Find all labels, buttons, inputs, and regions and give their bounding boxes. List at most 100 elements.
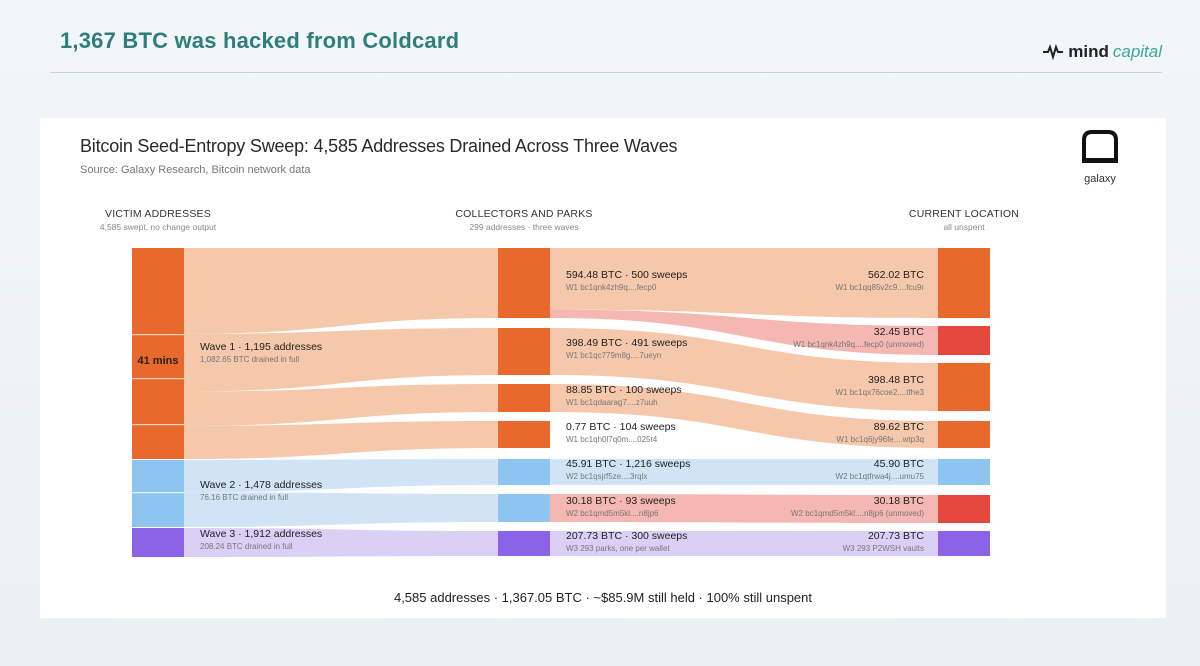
destination-label-6-title: 30.18 BTC <box>873 495 924 507</box>
collector-label-7-subtitle: W3 293 parks, one per wallet <box>566 544 670 553</box>
wave-label-1: Wave 1 · 1,195 addresses 1,082.65 BTC dra… <box>200 341 322 364</box>
collector-label-5-title: 45.91 BTC · 1,216 sweeps <box>566 458 691 470</box>
victim-node-w3 <box>132 528 184 557</box>
brand-accent: capital <box>1112 42 1162 61</box>
flow-collector-to-destination-8 <box>550 531 938 556</box>
collector-node-7 <box>498 531 550 556</box>
victims-title: VICTIM ADDRESSES <box>105 208 211 220</box>
flow-victims-to-collector-7 <box>184 528 498 557</box>
destination-node-5 <box>938 459 990 485</box>
destination-label-4-subtitle: W1 bc1q6jy96fe....wtp3q <box>836 435 924 444</box>
collector-label-2: 398.49 BTC · 491 sweeps W1 bc1qc779m8g...… <box>566 337 687 360</box>
victim-node-w2 <box>132 460 184 527</box>
collectors-title: COLLECTORS AND PARKS <box>455 208 593 220</box>
destination-label-7-title: 207.73 BTC <box>867 530 924 542</box>
collector-label-1: 594.48 BTC · 500 sweeps W1 bc1qnk4zh9q...… <box>566 269 687 292</box>
sankey-diagram <box>132 248 990 557</box>
wave-label-1-subtitle: 1,082.65 BTC drained in full <box>200 355 300 364</box>
victim-node-separator <box>132 334 184 336</box>
collector-label-5: 45.91 BTC · 1,216 sweeps W2 bc1qsjrf5ze..… <box>566 458 690 481</box>
brand-name: mind <box>1068 42 1109 61</box>
collector-label-3: 88.85 BTC · 100 sweeps W1 bc1qdaarag7....… <box>566 384 682 407</box>
collector-label-4-title: 0.77 BTC · 104 sweeps <box>566 421 676 433</box>
collector-label-6: 30.18 BTC · 93 sweeps W2 bc1qmd5m5kl....n… <box>566 495 676 518</box>
mindcapital-logo: mind capital <box>1042 42 1162 62</box>
destination-node-3 <box>938 363 990 411</box>
victim-node-separator <box>132 492 184 494</box>
wave-label-3: Wave 3 · 1,912 addresses 208.24 BTC drain… <box>200 528 322 551</box>
wave-label-1-title: Wave 1 · 1,195 addresses <box>200 341 323 353</box>
collector-label-1-subtitle: W1 bc1qnk4zh9q....fecp0 <box>566 283 657 292</box>
flow-victims-to-collector-3 <box>184 384 498 426</box>
chart-source: Source: Galaxy Research, Bitcoin network… <box>80 164 311 176</box>
wave-label-3-subtitle: 208.24 BTC drained in full <box>200 542 293 551</box>
victim-node-separator <box>132 378 184 380</box>
flow-collector-to-destination-6 <box>550 459 938 485</box>
collector-node-2 <box>498 328 550 375</box>
destination-label-3-title: 398.48 BTC <box>867 374 924 386</box>
victim-node-separator <box>132 424 184 426</box>
flow-collector-to-destination-2 <box>550 309 938 355</box>
victims-column-header: VICTIM ADDRESSES 4,585 swept, no change … <box>48 208 268 232</box>
destination-label-7: 207.73 BTC W3 293 P2WSH vaults <box>843 530 924 553</box>
collector-label-4-subtitle: W1 bc1qh0l7q0m....025t4 <box>566 435 658 444</box>
destination-label-5: 45.90 BTC W2 bc1qtfrwa4j....umu75 <box>836 458 924 481</box>
destination-node-2 <box>938 326 990 355</box>
destination-label-4: 89.62 BTC W1 bc1q6jy96fe....wtp3q <box>836 421 924 444</box>
chart-footer: 4,585 addresses · 1,367.05 BTC · ~$85.9M… <box>393 590 813 605</box>
location-column-header: CURRENT LOCATION all unspent <box>854 208 1074 232</box>
collector-node-5 <box>498 459 550 485</box>
destination-label-6-subtitle: W2 bc1qmd5m5kl....n8jp6 (unmoved) <box>791 509 924 518</box>
location-subtitle: all unspent <box>943 222 985 232</box>
collectors-subtitle: 299 addresses · three waves <box>469 222 579 232</box>
destination-label-1-subtitle: W1 bc1qq85v2c9....fcu9r <box>835 283 925 292</box>
wave-label-2-subtitle: 76.16 BTC drained in full <box>200 493 289 502</box>
flow-victims-to-collector-4 <box>184 421 498 459</box>
galaxy-label: galaxy <box>1084 173 1116 185</box>
collector-label-3-title: 88.85 BTC · 100 sweeps <box>566 384 682 396</box>
victim-node-wave1 <box>132 248 184 459</box>
destination-label-1: 562.02 BTC W1 bc1qq85v2c9....fcu9r <box>836 269 925 292</box>
destination-label-5-title: 45.90 BTC <box>873 458 924 470</box>
destination-label-7-subtitle: W3 293 P2WSH vaults <box>842 544 924 553</box>
collector-node-6 <box>498 494 550 522</box>
destination-label-5-subtitle: W2 bc1qtfrwa4j....umu75 <box>835 472 924 481</box>
destination-label-2: 32.45 BTC W1 bc1qnk4zh9q....fecp0 (unmove… <box>793 326 924 349</box>
galaxy-logo: galaxy <box>1070 128 1130 185</box>
wave-label-3-title: Wave 3 · 1,912 addresses <box>200 528 323 540</box>
flow-collector-to-destination-3 <box>550 328 938 411</box>
flow-collector-to-destination-7 <box>550 494 938 523</box>
collector-label-6-title: 30.18 BTC · 93 sweeps <box>566 495 676 507</box>
flow-collector-to-destination-4 <box>550 384 938 448</box>
collector-label-2-subtitle: W1 bc1qc779m8g....7ueyn <box>566 351 662 360</box>
collector-label-1-title: 594.48 BTC · 500 sweeps <box>566 269 688 281</box>
destination-node-7 <box>938 531 990 556</box>
collector-label-6-subtitle: W2 bc1qmd5m5kl....n8jp6 <box>566 509 659 518</box>
destination-label-1-title: 562.02 BTC <box>867 269 924 281</box>
destination-node-4 <box>938 421 990 448</box>
galaxy-mark-icon <box>1082 130 1118 163</box>
flow-victims-to-collector-1 <box>184 248 498 334</box>
destination-label-4-title: 89.62 BTC <box>873 421 924 433</box>
collector-node-1 <box>498 248 550 318</box>
chart-card: Bitcoin Seed-Entropy Sweep: 4,585 Addres… <box>40 118 1166 618</box>
flow-victims-to-collector-2 <box>184 328 498 392</box>
wave1-duration-label: 41 mins <box>137 355 179 367</box>
collectors-column-header: COLLECTORS AND PARKS 299 addresses · thr… <box>414 208 634 232</box>
header-divider <box>50 72 1162 73</box>
headline: 1,367 BTC was hacked from Coldcard <box>60 28 460 53</box>
collector-node-4 <box>498 421 550 448</box>
victims-subtitle: 4,585 swept, no change output <box>99 222 217 232</box>
destination-label-3-subtitle: W1 bc1qx76coe2....tfhe3 <box>835 388 925 397</box>
wave-label-2-title: Wave 2 · 1,478 addresses <box>200 479 323 491</box>
collector-label-4: 0.77 BTC · 104 sweeps W1 bc1qh0l7q0m....0… <box>566 421 676 444</box>
flow-victims-to-collector-5 <box>184 459 498 493</box>
collector-label-3-subtitle: W1 bc1qdaarag7....z7uuh <box>566 398 658 407</box>
destination-label-2-title: 32.45 BTC <box>873 326 924 338</box>
destination-label-3: 398.48 BTC W1 bc1qx76coe2....tfhe3 <box>836 374 925 397</box>
destination-label-2-subtitle: W1 bc1qnk4zh9q....fecp0 (unmoved) <box>793 340 924 349</box>
brand-mark-icon <box>1043 44 1064 60</box>
collector-label-2-title: 398.49 BTC · 491 sweeps <box>566 337 688 349</box>
destination-node-6 <box>938 495 990 523</box>
collector-node-3 <box>498 384 550 412</box>
